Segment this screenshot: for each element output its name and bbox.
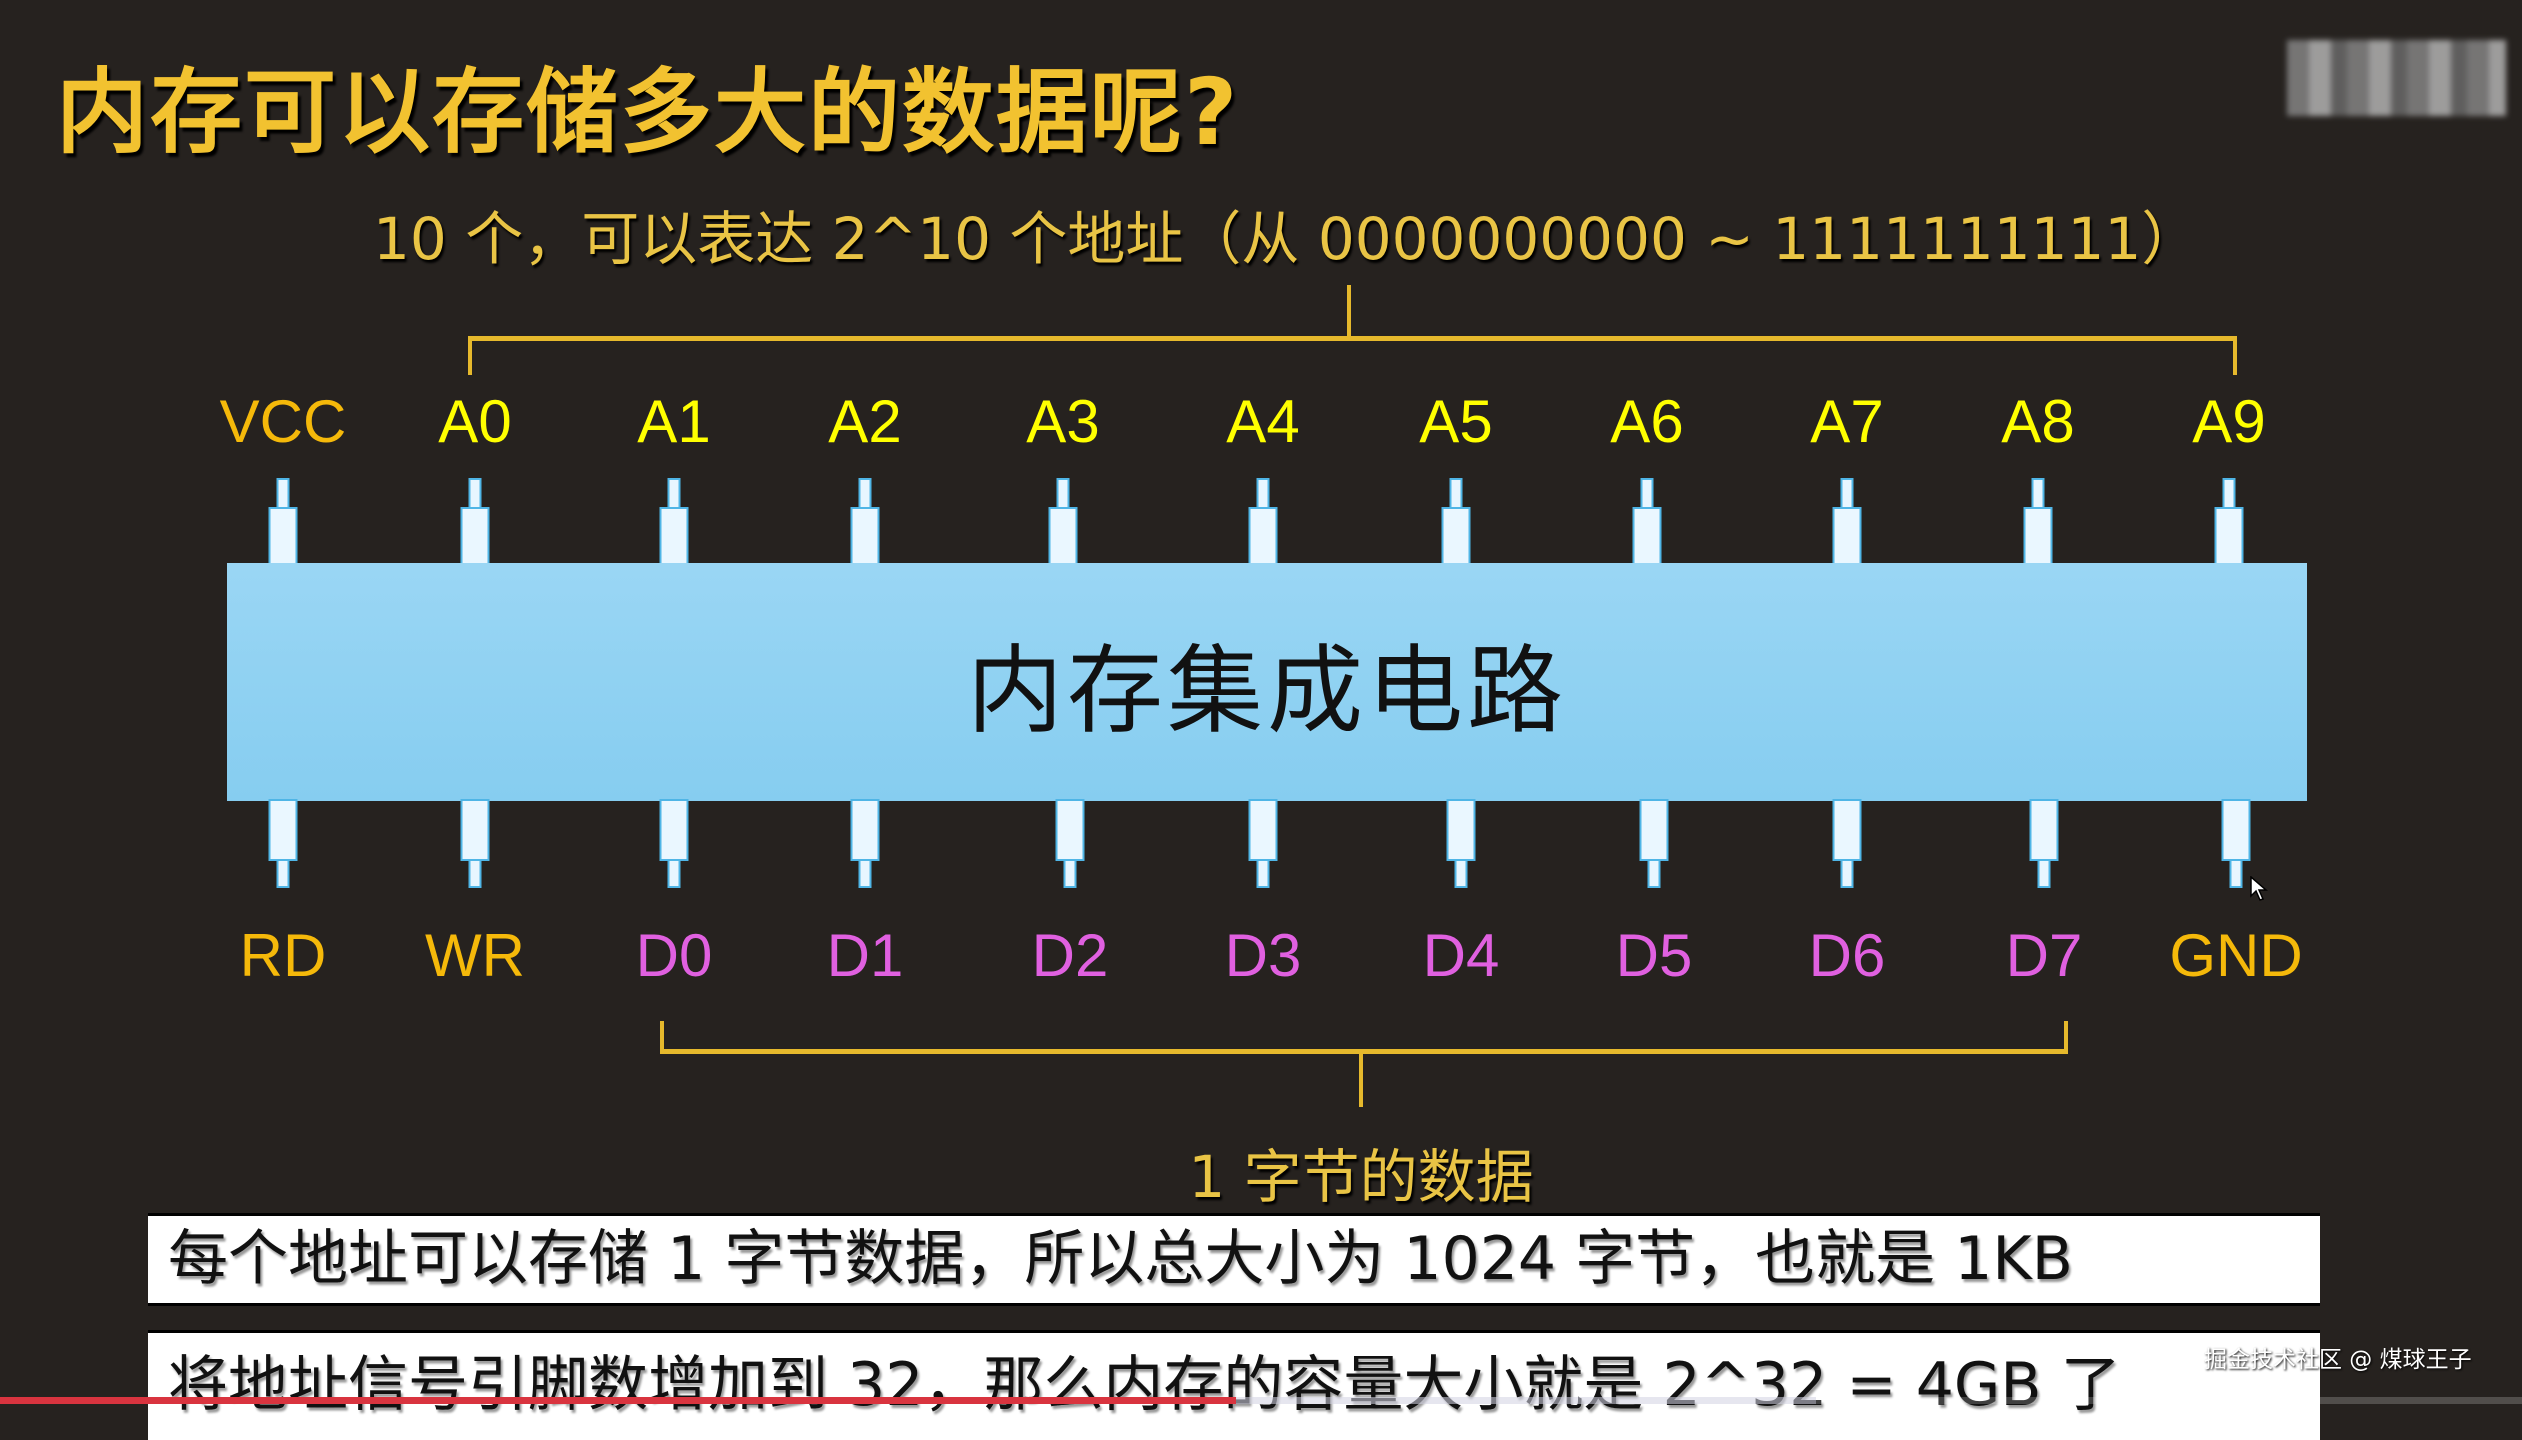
pin-lead [276,478,290,509]
pin-lead [667,859,681,888]
pin-body [1048,507,1078,565]
pin-body [1832,799,1862,861]
blurred-logo [2287,40,2506,116]
video-played [0,1397,1236,1404]
pin-label: A8 [2001,388,2075,455]
pin-lead [858,859,872,888]
pin-label: A4 [1226,388,1300,455]
pin-lead [1840,859,1854,888]
pin-body [2214,507,2244,565]
pin-lead [1056,478,1070,509]
pin-body [1832,507,1862,565]
pin-label: A1 [637,388,711,455]
pin-label: D5 [1615,922,1693,989]
pin-label: A6 [1610,388,1684,455]
pin-body [1632,507,1662,565]
pin-label: GND [2169,922,2303,989]
pin-label: A7 [1810,388,1884,455]
slide-title: 内存可以存储多大的数据呢? [56,59,1240,166]
pin-lead [468,859,482,888]
video-progress-bar[interactable] [0,1397,2522,1404]
pin-lead [1454,859,1468,888]
pin-label: A2 [828,388,902,455]
pin-lead [1256,478,1270,509]
pin-body [1446,799,1476,861]
pin-lead [2037,859,2051,888]
pin-label: RD [239,922,327,989]
pin-body [460,507,490,565]
pin-lead [858,478,872,509]
pin-label: A0 [438,388,512,455]
pin-body [1055,799,1085,861]
pin-body [1248,507,1278,565]
memory-chip: 内存集成电路 [227,563,2307,801]
pin-lead [667,478,681,509]
note-text-2: 将地址信号引脚数增加到 32，那么内存的容量大小就是 2^32 = 4GB 了 [168,1350,2121,1420]
note-text-1: 每个地址可以存储 1 字节数据，所以总大小为 1024 字节，也就是 1KB [168,1224,2073,1294]
pin-body [1441,507,1471,565]
pin-lead [468,478,482,509]
pin-label: A9 [2192,388,2266,455]
data-brace [660,1021,2068,1054]
pin-body [850,507,880,565]
pin-label: D0 [635,922,713,989]
address-count-caption: 10 个，可以表达 2^10 个地址（从 0000000000 ~ 111111… [373,205,2200,273]
data-brace-tick [1359,1049,1363,1107]
pin-label: WR [425,922,525,989]
pin-body [659,507,689,565]
pin-lead [1256,859,1270,888]
pin-label: D7 [2005,922,2083,989]
byte-caption: 1 字节的数据 [1188,1143,1534,1211]
chip-label: 内存集成电路 [967,634,1567,747]
note-box-2: 将地址信号引脚数增加到 32，那么内存的容量大小就是 2^32 = 4GB 了 [148,1330,2320,1440]
pin-lead [1063,859,1077,888]
pin-body [850,799,880,861]
pin-body [268,799,298,861]
pin-label: A5 [1419,388,1493,455]
pin-lead [2222,478,2236,509]
pin-body [1639,799,1669,861]
pin-body [460,799,490,861]
pin-label: D1 [826,922,904,989]
pin-label: D4 [1422,922,1500,989]
pin-body [2029,799,2059,861]
pin-lead [2031,478,2045,509]
pin-lead [1449,478,1463,509]
watermark: 掘金技术社区 @ 煤球王子 [2204,1347,2472,1373]
address-brace-tick [1347,285,1351,337]
note-box-1: 每个地址可以存储 1 字节数据，所以总大小为 1024 字节，也就是 1KB [148,1213,2320,1306]
pin-label: D6 [1808,922,1886,989]
pin-lead [1640,478,1654,509]
pin-label: D3 [1224,922,1302,989]
pin-lead [2229,859,2243,888]
pin-body [659,799,689,861]
pin-label: D2 [1031,922,1109,989]
pin-body [2221,799,2251,861]
pin-body [2023,507,2053,565]
pin-lead [1647,859,1661,888]
pin-lead [1840,478,1854,509]
pin-body [1248,799,1278,861]
pin-body [268,507,298,565]
pin-label: VCC [219,388,347,455]
address-brace [468,336,2237,375]
mouse-cursor-icon [2250,876,2268,901]
pin-label: A3 [1026,388,1100,455]
pin-lead [276,859,290,888]
